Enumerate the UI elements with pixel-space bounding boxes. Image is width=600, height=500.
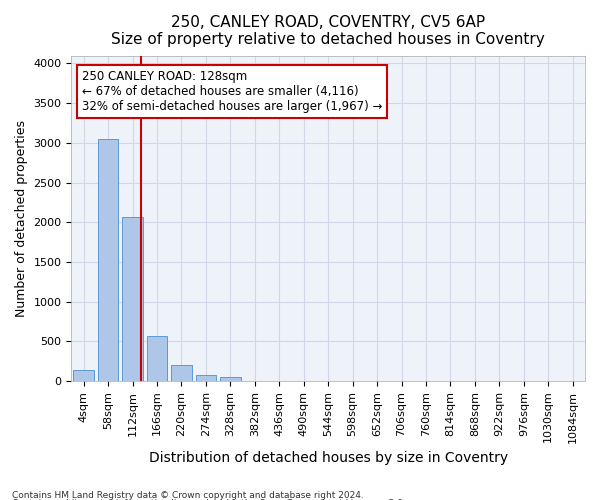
X-axis label: Distribution of detached houses by size in Coventry: Distribution of detached houses by size … [149, 451, 508, 465]
Bar [98, 139, 118, 381]
Text: 250 CANLEY ROAD: 128sqm
← 67% of detached houses are smaller (4,116)
32% of semi: 250 CANLEY ROAD: 128sqm ← 67% of detache… [82, 70, 382, 113]
Bar [122, 218, 143, 381]
Y-axis label: Number of detached properties: Number of detached properties [15, 120, 28, 316]
Bar [146, 336, 167, 381]
Bar [171, 364, 192, 381]
Bar [73, 370, 94, 381]
Title: 250, CANLEY ROAD, COVENTRY, CV5 6AP
Size of property relative to detached houses: 250, CANLEY ROAD, COVENTRY, CV5 6AP Size… [112, 15, 545, 48]
Text: Contains HM Land Registry data © Crown copyright and database right 2024.: Contains HM Land Registry data © Crown c… [12, 490, 364, 500]
Bar [220, 376, 241, 381]
Bar [196, 375, 217, 381]
